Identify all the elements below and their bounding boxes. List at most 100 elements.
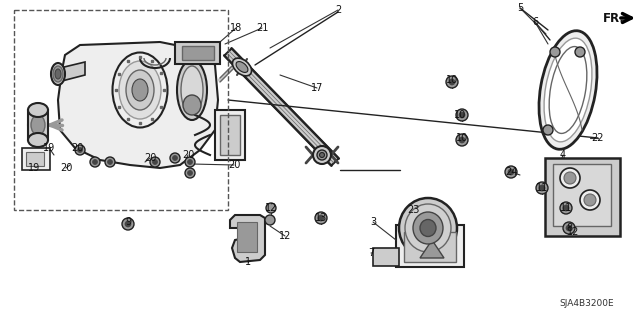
Text: 19: 19 <box>43 143 55 153</box>
Circle shape <box>185 157 195 167</box>
Text: 23: 23 <box>407 205 419 215</box>
Text: 10: 10 <box>446 75 458 85</box>
Text: 5: 5 <box>517 3 523 13</box>
Circle shape <box>566 225 572 231</box>
Bar <box>545 158 620 236</box>
Ellipse shape <box>236 62 248 72</box>
Text: 11: 11 <box>560 203 572 213</box>
Text: 21: 21 <box>256 23 268 33</box>
Polygon shape <box>230 215 265 262</box>
Circle shape <box>564 172 576 184</box>
Text: 4: 4 <box>560 150 566 160</box>
Circle shape <box>173 155 177 160</box>
Bar <box>220 115 240 155</box>
Ellipse shape <box>28 111 48 139</box>
Ellipse shape <box>413 212 443 244</box>
Polygon shape <box>225 48 339 166</box>
Text: 24: 24 <box>505 167 517 177</box>
Text: 13: 13 <box>315 213 327 223</box>
Circle shape <box>456 109 468 121</box>
Circle shape <box>77 147 83 152</box>
Bar <box>373 248 399 266</box>
Bar <box>553 164 611 226</box>
Circle shape <box>170 153 180 163</box>
Circle shape <box>122 218 134 230</box>
Ellipse shape <box>183 95 201 115</box>
Ellipse shape <box>405 204 451 252</box>
Polygon shape <box>420 240 444 258</box>
Circle shape <box>536 182 548 194</box>
Bar <box>175 42 220 64</box>
Bar <box>413 210 438 222</box>
Circle shape <box>90 157 100 167</box>
Text: 20: 20 <box>182 150 194 160</box>
Text: 17: 17 <box>311 83 323 93</box>
Ellipse shape <box>539 31 597 149</box>
Ellipse shape <box>132 79 148 101</box>
Text: 11: 11 <box>536 183 548 193</box>
Circle shape <box>266 203 276 213</box>
Circle shape <box>265 215 275 225</box>
Text: 6: 6 <box>532 17 538 27</box>
Bar <box>28 110 48 140</box>
Text: 18: 18 <box>230 23 242 33</box>
Text: 8: 8 <box>566 223 572 233</box>
Circle shape <box>188 160 193 165</box>
Circle shape <box>150 157 160 167</box>
Ellipse shape <box>544 38 592 142</box>
Ellipse shape <box>31 115 45 135</box>
Bar <box>237 222 257 252</box>
Text: 2: 2 <box>335 5 341 15</box>
Bar <box>404 232 456 262</box>
Circle shape <box>93 160 97 165</box>
Circle shape <box>449 79 455 85</box>
Circle shape <box>563 205 569 211</box>
Ellipse shape <box>177 60 207 120</box>
Ellipse shape <box>126 70 154 110</box>
Circle shape <box>580 190 600 210</box>
Circle shape <box>560 168 580 188</box>
Text: 10: 10 <box>454 110 466 120</box>
Ellipse shape <box>119 61 161 119</box>
Bar <box>182 46 214 60</box>
Bar <box>14 10 228 210</box>
Circle shape <box>456 134 468 146</box>
Text: 19: 19 <box>28 163 40 173</box>
Circle shape <box>550 47 560 57</box>
Bar <box>396 225 464 267</box>
Circle shape <box>459 137 465 143</box>
Circle shape <box>508 169 514 175</box>
Circle shape <box>108 160 113 165</box>
Circle shape <box>560 202 572 214</box>
Circle shape <box>125 221 131 227</box>
Text: 10: 10 <box>456 133 468 143</box>
Circle shape <box>575 47 585 57</box>
Circle shape <box>446 76 458 88</box>
Circle shape <box>459 112 465 118</box>
Ellipse shape <box>313 146 331 164</box>
Circle shape <box>505 166 517 178</box>
Text: 20: 20 <box>71 143 83 153</box>
Text: 20: 20 <box>228 160 240 170</box>
Circle shape <box>543 125 553 135</box>
Text: 20: 20 <box>144 153 156 163</box>
Ellipse shape <box>53 66 63 82</box>
Bar <box>215 110 245 160</box>
Ellipse shape <box>399 198 457 258</box>
Ellipse shape <box>232 58 252 76</box>
Circle shape <box>315 212 327 224</box>
Ellipse shape <box>28 133 48 147</box>
Ellipse shape <box>319 152 324 158</box>
Circle shape <box>318 215 324 221</box>
Bar <box>26 152 44 166</box>
Ellipse shape <box>28 103 48 117</box>
Text: 3: 3 <box>370 217 376 227</box>
Text: 12: 12 <box>567 227 579 237</box>
Ellipse shape <box>420 219 436 236</box>
Text: 1: 1 <box>245 257 251 267</box>
Text: 12: 12 <box>265 203 277 213</box>
Circle shape <box>105 157 115 167</box>
Text: SJA4B3200E: SJA4B3200E <box>559 299 614 308</box>
Circle shape <box>188 170 193 175</box>
Ellipse shape <box>55 69 61 79</box>
